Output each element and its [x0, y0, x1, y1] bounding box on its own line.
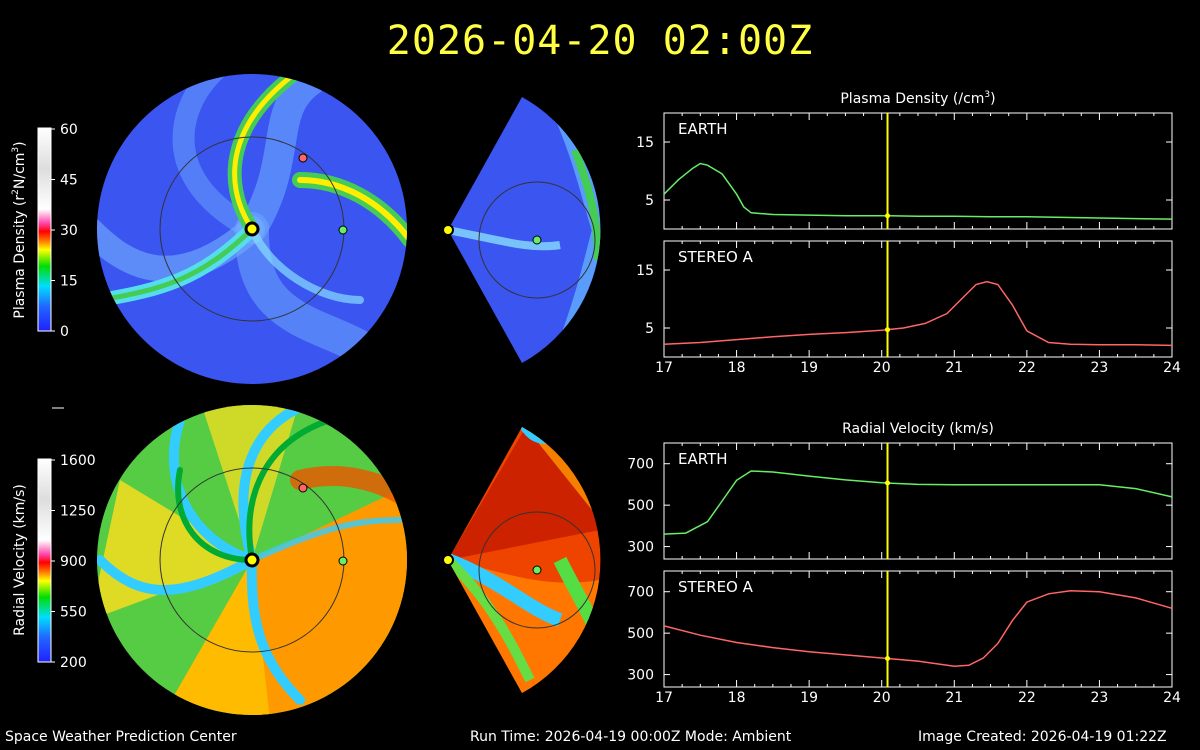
panel-label: STEREO A: [678, 578, 754, 596]
timeseries-density: Plasma Density (/cm3) 5 15 EARTH 5 15 STEREO A…: [636, 90, 1181, 376]
x-tick-label: 20: [873, 360, 891, 376]
density-colorbar-tick-label: 0: [60, 324, 69, 340]
x-tick-label: 21: [945, 360, 963, 376]
velocity-colorbar-tick-label: 550: [60, 605, 87, 621]
series-line: [663, 470, 1173, 535]
earth-marker: [338, 225, 348, 235]
density-colorbar-tick-label: 15: [60, 274, 78, 290]
current-value-dot: [885, 213, 891, 219]
y-tick-label: 500: [627, 498, 654, 514]
y-tick-label: 300: [627, 668, 654, 684]
panel-frame: [663, 240, 1173, 358]
density-colorbar-tick-label: 45: [60, 173, 78, 189]
y-tick-label: 5: [645, 321, 654, 337]
density-colorbar: Plasma Density (r2N/cm3) 0 15 30 45 60: [11, 122, 78, 340]
velocity-colorbar-tick-label: 1250: [60, 504, 96, 520]
footer-image-created: Image Created: 2026-04-19 01:22Z: [918, 729, 1167, 745]
sun-icon: [442, 554, 454, 566]
density-colorbar-label: Plasma Density (r2N/cm3): [11, 141, 28, 318]
x-tick-label: 24: [1163, 360, 1181, 376]
panel-frame: [663, 570, 1173, 688]
current-value-dot: [885, 655, 891, 661]
y-tick-label: 700: [627, 585, 654, 601]
y-tick-label: 15: [636, 263, 654, 279]
density-colorbar-tick-label: 60: [60, 122, 78, 138]
panel-stereo-a: 300 500 700 STEREO A: [627, 570, 1173, 688]
velocity-colorbar-tick-label: 1600: [60, 453, 96, 469]
stereo-a-marker: [298, 153, 308, 163]
x-tick-label: 18: [728, 360, 746, 376]
stereo-a-marker: [298, 483, 308, 493]
footer-run-time: Run Time: 2026-04-19 00:00Z Mode: Ambien…: [470, 729, 792, 745]
earth-marker: [532, 235, 542, 245]
velocity-colorbar-label: Radial Velocity (km/s): [12, 484, 28, 636]
panel-earth: 300 500 700 EARTH: [627, 442, 1173, 560]
x-tick-label: 22: [1018, 690, 1036, 706]
panel-frame: [663, 442, 1173, 560]
panel-label: EARTH: [678, 450, 728, 468]
panel-earth: 5 15 EARTH: [636, 112, 1173, 230]
x-tick-label: 21: [945, 690, 963, 706]
x-tick-label: 17: [655, 690, 673, 706]
density-ecliptic-disk: [97, 74, 407, 384]
panel-label: STEREO A: [678, 248, 754, 266]
sun-icon: [244, 552, 260, 568]
sun-icon: [244, 221, 260, 237]
panel-label: EARTH: [678, 120, 728, 138]
y-tick-label: 700: [627, 457, 654, 473]
footer-org: Space Weather Prediction Center: [5, 729, 237, 745]
current-value-dot: [885, 480, 891, 486]
series-line: [663, 589, 1173, 668]
sun-icon: [442, 224, 454, 236]
velocity-ecliptic-disk: [97, 405, 407, 715]
density-colorbar-tick-label: 30: [60, 223, 78, 239]
series-line: [663, 280, 1173, 347]
chart-title: Radial Velocity (km/s): [842, 421, 994, 437]
panel-stereo-a: 5 15 STEREO A: [636, 240, 1173, 358]
y-tick-label: 5: [645, 193, 654, 209]
density-meridional-wedge: [442, 97, 601, 363]
x-tick-label: 20: [873, 690, 891, 706]
x-tick-label: 23: [1091, 690, 1109, 706]
earth-marker: [338, 556, 348, 566]
timeseries-velocity: Radial Velocity (km/s) 300 500 700 EARTH 300 5…: [627, 421, 1181, 706]
panel-frame: [663, 112, 1173, 230]
velocity-colorbar: Radial Velocity (km/s) 200 550 900 1250 1600: [12, 453, 96, 671]
chart-title: Plasma Density (/cm3): [840, 90, 995, 107]
x-tick-label: 22: [1018, 360, 1036, 376]
velocity-colorbar-tick-label: 200: [60, 655, 87, 671]
series-line: [663, 162, 1173, 220]
earth-marker: [532, 565, 542, 575]
page-title: 2026-04-20 02:00Z: [386, 18, 814, 64]
x-tick-label: 19: [800, 690, 818, 706]
x-tick-label: 19: [800, 360, 818, 376]
current-value-dot: [885, 327, 891, 333]
x-tick-label: 18: [728, 690, 746, 706]
velocity-meridional-wedge: [442, 427, 601, 693]
x-tick-label: 17: [655, 360, 673, 376]
y-tick-label: 300: [627, 540, 654, 556]
x-tick-label: 24: [1163, 690, 1181, 706]
x-tick-label: 23: [1091, 360, 1109, 376]
velocity-colorbar-tick-label: 900: [60, 554, 87, 570]
y-tick-label: 500: [627, 626, 654, 642]
y-tick-label: 15: [636, 135, 654, 151]
